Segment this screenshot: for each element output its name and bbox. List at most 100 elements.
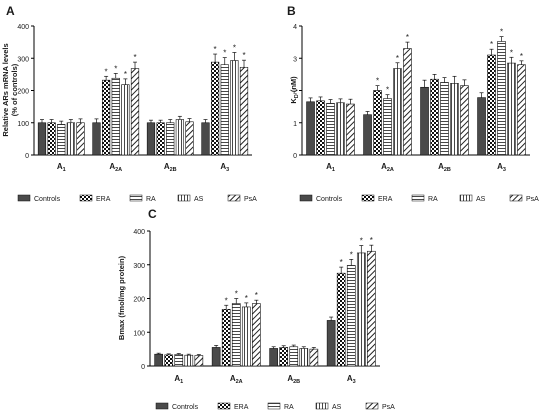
- panel-b-bar-psa-a3: [517, 64, 526, 156]
- panel-b-y-tick-label: 3: [293, 56, 297, 63]
- panel-b-bar-as-a2a: [393, 68, 402, 156]
- panel-b-category-sub: 3: [503, 167, 506, 173]
- panel-c-legend-label-era: ERA: [234, 404, 249, 411]
- panel-a-y-axis-label-line2: (% of controls): [10, 63, 19, 116]
- panel-a-bar-as-a2b: [175, 119, 184, 156]
- panel-b-bar-ra-a2a: [383, 98, 392, 156]
- panel-b-category-label: A3: [497, 162, 506, 173]
- panel-c-bar-as-a2a: [241, 306, 251, 367]
- panel-a-significance-marker: *: [223, 49, 226, 58]
- panel-b-significance-marker: *: [500, 28, 503, 37]
- panel-c-category-sub: 1: [180, 379, 183, 385]
- panel-a-bar-controls-a3: [201, 122, 210, 156]
- panel-b-bar-controls-a3: [477, 97, 486, 156]
- panel-b-y-axis-label-sub: D: [294, 94, 300, 98]
- panel-a-legend-label-as: AS: [194, 196, 204, 203]
- panel-a-legend-swatch-controls: [17, 194, 31, 202]
- panel-c-legend-swatch-controls: [155, 402, 169, 410]
- panel-b-category-base: A: [326, 162, 332, 171]
- panel-b-significance-marker: *: [520, 52, 523, 61]
- panel-c-legend-swatch-as: [315, 402, 329, 410]
- panel-a-category-sub: 1: [63, 167, 66, 173]
- panel-label-b: B: [287, 4, 296, 18]
- panel-a-bar-ra-a2b: [166, 122, 175, 156]
- panel-a-bar-as-a2a: [121, 84, 130, 156]
- panel-c-category-base: A: [174, 374, 180, 383]
- panel-c-bar-as-a3: [356, 252, 366, 367]
- panel-c-bar-era-a2b: [279, 347, 289, 367]
- panel-b-y-axis-label: KD (nM): [289, 76, 300, 104]
- panel-a-legend-swatch-era: [79, 194, 93, 202]
- panel-a-y-tick-label: 200: [17, 89, 29, 96]
- panel-a-legend-label-era: ERA: [96, 196, 111, 203]
- panel-b-significance-marker: *: [376, 77, 379, 86]
- panel-c-significance-marker: *: [245, 294, 248, 303]
- panel-c-bar-as-a1: [184, 354, 194, 367]
- panel-b-significance-marker: *: [490, 40, 493, 49]
- panel-b-bar-ra-a2b: [440, 82, 449, 156]
- panel-a-legend-label-controls: Controls: [34, 196, 61, 203]
- panel-c-category-label: A2B: [287, 374, 300, 385]
- panel-c-category-base: A: [230, 374, 236, 383]
- panel-a-significance-marker: *: [105, 67, 108, 76]
- panel-b-category-sub: 1: [332, 167, 335, 173]
- panel-c-legend-swatch-ra: [267, 402, 281, 410]
- panel-a-significance-marker: *: [114, 64, 117, 73]
- panel-a-y-tick-label: 0: [25, 153, 29, 160]
- panel-c-bar-ra-a2a: [231, 303, 241, 367]
- panel-c-bar-era-a1: [164, 354, 174, 367]
- panel-b-category-label: A2A: [381, 162, 394, 173]
- panel-b-bar-as-a3: [507, 62, 516, 156]
- panel-c-legend-label-as: AS: [332, 404, 342, 411]
- panel-c-category-sub: 3: [353, 379, 356, 385]
- panel-a-category-label: A1: [57, 162, 66, 173]
- panel-c-bar-psa-a3: [367, 250, 376, 367]
- panel-b-legend-swatch-era: [361, 194, 375, 202]
- panel-c-bar-ra-a1: [174, 354, 184, 367]
- panel-c-legend-swatch-era: [217, 402, 231, 410]
- panel-c-category-label: A2A: [230, 374, 243, 385]
- panel-a-bar-era-a1: [47, 122, 56, 156]
- panel-b-significance-marker: *: [510, 48, 513, 57]
- panel-c-category-label: A1: [174, 374, 183, 385]
- panel-a-legend-swatch-psa: [227, 194, 241, 202]
- panel-c-significance-marker: *: [255, 291, 258, 300]
- panel-a-legend-swatch-ra: [129, 194, 143, 202]
- panel-b-bar-era-a3: [487, 54, 496, 156]
- panel-c-y-tick-label: 200: [133, 297, 145, 304]
- panel-b-bar-as-a1: [336, 102, 345, 156]
- panel-c-significance-marker: *: [235, 290, 238, 299]
- panel-label-c: C: [148, 207, 157, 221]
- panel-b-bar-as-a2b: [450, 83, 459, 156]
- panel-b-y-tick-label: 4: [293, 24, 297, 31]
- panel-a-significance-marker: *: [133, 53, 136, 62]
- panel-c-bar-controls-a3: [326, 320, 336, 367]
- panel-b-significance-marker: *: [386, 86, 389, 95]
- panel-c-bar-as-a2b: [299, 348, 309, 367]
- panel-b-bar-ra-a1: [326, 103, 335, 156]
- panel-a-category-sub: 3: [226, 167, 229, 173]
- panel-a-legend-swatch-as: [177, 194, 191, 202]
- panel-c-bar-controls-a2b: [269, 348, 278, 367]
- panel-a-bar-ra-a2a: [111, 77, 120, 156]
- panel-c-bar-psa-a1: [194, 355, 204, 367]
- panel-c-category-base: A: [287, 374, 293, 383]
- panel-a-bar-era-a3: [211, 61, 220, 156]
- panel-b-bar-era-a1: [316, 100, 325, 156]
- panel-a-category-base: A: [220, 162, 226, 171]
- panel-a-bar-era-a2b: [156, 122, 165, 156]
- panel-c-significance-marker: *: [350, 250, 353, 259]
- panel-b-legend-swatch-controls: [299, 194, 313, 202]
- panel-b-bar-psa-a2a: [403, 48, 412, 156]
- panel-a-significance-marker: *: [214, 45, 217, 54]
- panel-c-significance-marker: *: [370, 236, 373, 245]
- panel-c-bar-psa-a2a: [252, 303, 261, 367]
- panel-b-legend-label-psa: PsA: [526, 196, 539, 203]
- panel-b-significance-marker: *: [406, 33, 409, 42]
- panel-c-bar-ra-a3: [346, 265, 356, 367]
- panel-b-legend-swatch-as: [459, 194, 473, 202]
- panel-c-bar-era-a3: [336, 272, 346, 367]
- panel-a-chart: 0 100 200 300 400 Relative ARs mRNA levels(% …: [1, 24, 257, 203]
- panel-a-y-axis-label: Relative ARs mRNA levels(% of controls): [1, 43, 19, 136]
